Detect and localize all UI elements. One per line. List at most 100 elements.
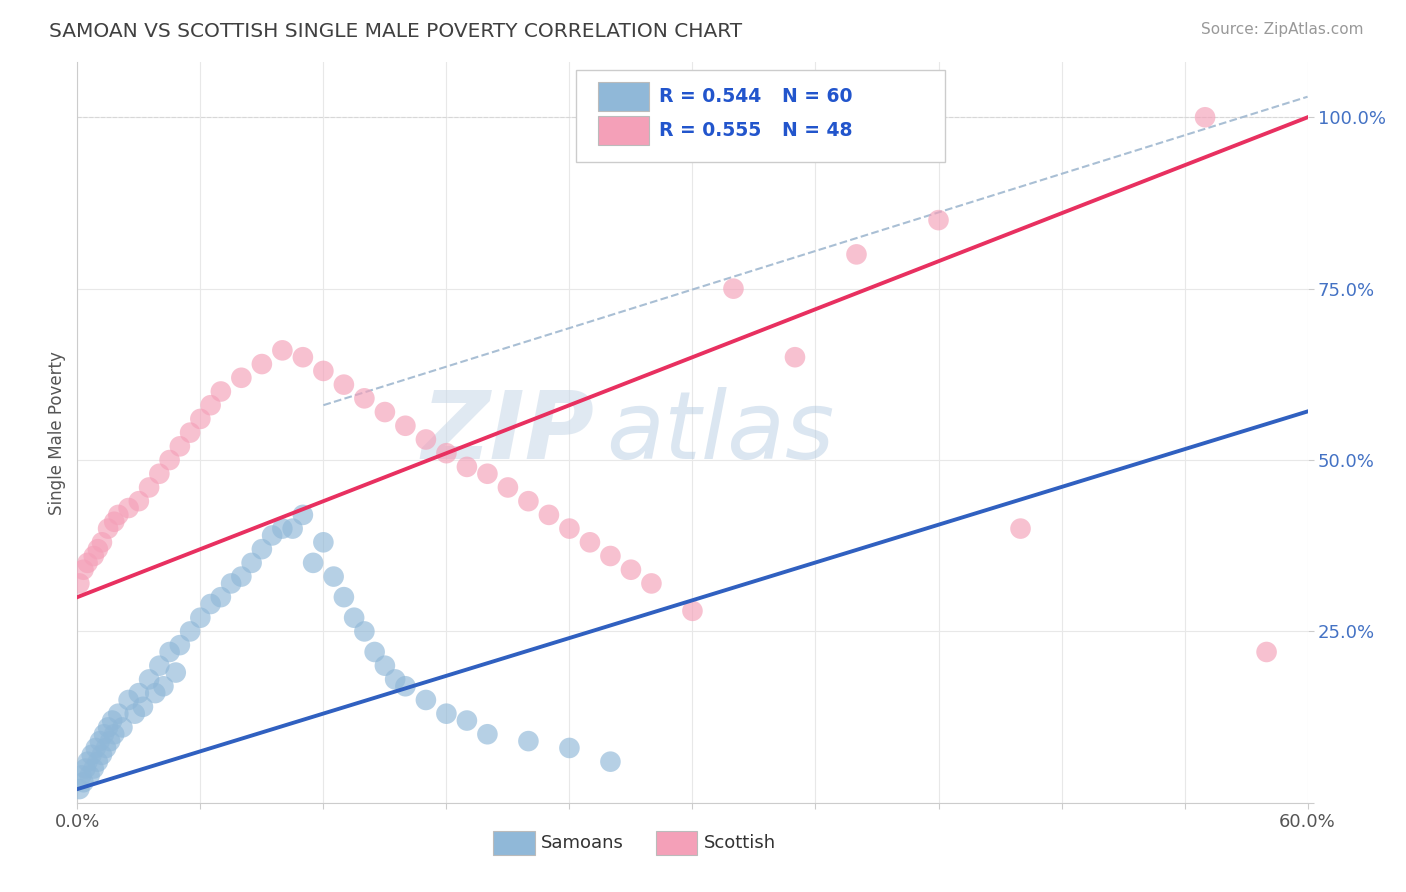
Point xyxy=(682,604,704,618)
Point xyxy=(124,706,146,721)
Text: N = 60: N = 60 xyxy=(782,87,853,106)
Point xyxy=(271,343,294,358)
Point xyxy=(128,686,150,700)
Point xyxy=(231,569,253,583)
Point xyxy=(165,665,187,680)
Point xyxy=(97,720,120,734)
Point xyxy=(312,535,335,549)
Point xyxy=(159,453,181,467)
Point xyxy=(209,590,232,604)
Point xyxy=(132,699,155,714)
Point xyxy=(394,418,416,433)
Point xyxy=(75,762,97,776)
Point xyxy=(1010,522,1032,536)
Point xyxy=(90,747,114,762)
Point xyxy=(558,522,581,536)
Point xyxy=(111,720,134,734)
Point xyxy=(209,384,232,399)
Point xyxy=(101,714,124,728)
Point xyxy=(98,734,121,748)
Point xyxy=(302,556,325,570)
FancyBboxPatch shape xyxy=(598,82,650,111)
Point xyxy=(928,213,950,227)
Point xyxy=(343,610,366,624)
Text: Samoans: Samoans xyxy=(541,834,624,852)
Point xyxy=(103,515,125,529)
Point xyxy=(456,714,478,728)
FancyBboxPatch shape xyxy=(655,831,697,855)
Point xyxy=(579,535,602,549)
Point xyxy=(436,706,458,721)
Point xyxy=(537,508,560,522)
FancyBboxPatch shape xyxy=(494,831,536,855)
Point xyxy=(496,480,519,494)
Point xyxy=(477,467,499,481)
Point xyxy=(97,522,120,536)
Point xyxy=(250,542,273,557)
Point xyxy=(67,782,90,797)
Point xyxy=(89,734,111,748)
Point xyxy=(599,755,621,769)
Point xyxy=(845,247,868,261)
Point xyxy=(159,645,181,659)
Point xyxy=(138,673,160,687)
Text: Scottish: Scottish xyxy=(703,834,776,852)
Point xyxy=(83,549,105,563)
Point xyxy=(117,693,139,707)
Point xyxy=(148,658,170,673)
Point xyxy=(333,590,356,604)
Point xyxy=(148,467,170,481)
Point xyxy=(394,679,416,693)
Text: atlas: atlas xyxy=(606,387,835,478)
Point xyxy=(1256,645,1278,659)
Point xyxy=(620,563,643,577)
Point xyxy=(291,508,314,522)
Point xyxy=(1194,110,1216,124)
Point xyxy=(179,624,201,639)
Text: Source: ZipAtlas.com: Source: ZipAtlas.com xyxy=(1201,22,1364,37)
Point xyxy=(87,542,110,557)
FancyBboxPatch shape xyxy=(575,70,945,162)
Point xyxy=(415,693,437,707)
Point xyxy=(117,501,139,516)
Point xyxy=(374,405,396,419)
Text: N = 48: N = 48 xyxy=(782,121,853,140)
Point xyxy=(353,624,375,639)
Point xyxy=(240,556,263,570)
Point xyxy=(477,727,499,741)
Point xyxy=(143,686,166,700)
Point xyxy=(90,535,114,549)
Point xyxy=(281,522,304,536)
Point xyxy=(415,433,437,447)
Point xyxy=(103,727,125,741)
FancyBboxPatch shape xyxy=(598,117,650,145)
Point xyxy=(353,392,375,406)
Point xyxy=(384,673,406,687)
Point xyxy=(93,727,115,741)
Point xyxy=(188,412,212,426)
Text: ZIP: ZIP xyxy=(422,386,595,479)
Point xyxy=(83,762,105,776)
Point xyxy=(67,576,90,591)
Point xyxy=(312,364,335,378)
Point xyxy=(291,350,314,364)
Point xyxy=(72,563,94,577)
Point xyxy=(517,734,540,748)
Point xyxy=(250,357,273,371)
Point xyxy=(231,371,253,385)
Point xyxy=(200,597,222,611)
Point xyxy=(188,610,212,624)
Point xyxy=(72,775,94,789)
Point xyxy=(363,645,385,659)
Point xyxy=(107,508,129,522)
Point xyxy=(169,638,191,652)
Point xyxy=(79,768,101,782)
Point xyxy=(599,549,621,563)
Point xyxy=(374,658,396,673)
Point xyxy=(84,741,107,756)
Point xyxy=(783,350,806,364)
Point xyxy=(107,706,129,721)
Text: R = 0.544: R = 0.544 xyxy=(659,87,762,106)
Y-axis label: Single Male Poverty: Single Male Poverty xyxy=(48,351,66,515)
Point xyxy=(138,480,160,494)
